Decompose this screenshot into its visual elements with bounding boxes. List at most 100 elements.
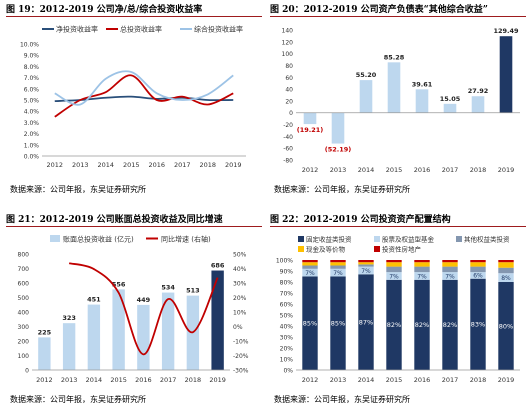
data-label: 449 (137, 296, 151, 304)
y-tick-label: 400 (18, 310, 30, 317)
y2-tick-label: 10% (233, 310, 247, 317)
segment-label: 82% (387, 321, 401, 329)
legend-label: 账面总投资收益 (亿元) (63, 235, 134, 244)
y-tick-label: 300 (18, 324, 30, 331)
y-tick-label: 80% (280, 280, 294, 287)
stack-segment (358, 274, 374, 370)
legend-label: 投资性房地产 (382, 245, 422, 254)
stack-segment (498, 262, 514, 268)
data-label: 323 (62, 314, 76, 322)
data-label: 556 (112, 280, 126, 288)
legend-label: 同比增速 (右轴) (161, 235, 211, 244)
data-label: (19.21) (297, 126, 324, 134)
y-tick-label: 0 (289, 110, 293, 117)
title-divider (6, 16, 262, 17)
y2-tick-label: -10% (233, 339, 249, 346)
stack-segment (330, 265, 346, 269)
series-line (54, 74, 234, 118)
segment-label: 85% (303, 320, 317, 328)
stack-segment (330, 276, 346, 370)
y-tick-label: 0 (25, 368, 29, 375)
x-tick-label: 2012 (302, 376, 319, 384)
stack-segment (302, 268, 318, 277)
y-tick-label: 200 (18, 339, 30, 346)
x-tick-label: 2016 (414, 376, 431, 384)
investment-income-combo-chart: 0 100 200 300 400 500 600 700 800 -30% -20% -10% 0% 1… (6, 230, 262, 392)
bar (137, 304, 150, 370)
data-label: 85.28 (384, 53, 405, 61)
stack-segment (358, 266, 374, 275)
y-tick-label: 9.0% (24, 53, 40, 60)
stack-segment (442, 260, 458, 263)
y-tick-label: 8.0% (24, 64, 40, 71)
y2-tick-label: 30% (233, 281, 247, 288)
bar (38, 337, 51, 370)
y-tick-label: 700 (18, 266, 30, 273)
y-tick-label: 7.0% (24, 75, 40, 82)
x-tick-label: 2017 (174, 161, 191, 169)
y-tick-label: 60 (285, 75, 293, 82)
stack-segment (386, 262, 402, 267)
y2-tick-label: 20% (233, 295, 247, 302)
legend-label: 固定收益类投资 (306, 235, 352, 244)
bar (359, 80, 373, 113)
x-tick-label: 2018 (185, 376, 202, 384)
x-tick-label: 2015 (386, 166, 403, 174)
y-tick-label: 100 (18, 353, 30, 360)
stack-segment (442, 262, 458, 267)
segment-label: 7% (389, 273, 399, 280)
legend-swatch (50, 235, 60, 242)
segment-label: 7% (361, 268, 371, 275)
segment-label: 85% (331, 320, 345, 328)
legend-label: 净投资收益率 (56, 25, 98, 34)
x-tick-label: 2014 (86, 376, 103, 384)
segment-label: 80% (499, 322, 513, 330)
y-tick-label: 800 (18, 252, 30, 259)
source-note: 数据来源：公司年报，东吴证券研究所 (274, 185, 410, 194)
legend-swatch (374, 246, 380, 252)
y-tick-label: 4.0% (24, 109, 40, 116)
x-tick-label: 2017 (442, 166, 459, 174)
stack-segment (442, 272, 458, 280)
data-label: 534 (161, 284, 175, 292)
stack-segment (470, 262, 486, 267)
segment-label: 82% (415, 321, 429, 329)
y-tick-label: 0% (283, 368, 293, 375)
y-tick-label: 20 (285, 98, 293, 105)
stack-segment (498, 282, 514, 370)
title-divider (270, 16, 526, 17)
title-divider (270, 226, 526, 227)
data-label: 451 (87, 296, 101, 304)
stack-segment (470, 266, 486, 273)
y-tick-label: -80 (283, 158, 293, 165)
legend-swatch (374, 236, 380, 242)
stack-segment (470, 260, 486, 263)
x-tick-label: 2019 (209, 376, 226, 384)
source-note: 数据来源：公司年报，东吴证券研究所 (10, 185, 146, 194)
x-tick-label: 2013 (61, 376, 78, 384)
bar (161, 292, 175, 370)
y-tick-label: -60 (283, 146, 293, 153)
x-tick-label: 2014 (97, 161, 114, 169)
bar (471, 96, 485, 113)
bar (387, 62, 401, 113)
stack-segment (330, 262, 346, 266)
x-tick-label: 2017 (160, 376, 177, 384)
stack-segment (330, 268, 346, 277)
y-tick-label: -40 (283, 134, 293, 141)
panel-title: 图 19：2012-2019 公司净/总/综合投资收益率 (6, 5, 203, 15)
x-tick-label: 2014 (358, 166, 375, 174)
stack-segment (498, 260, 514, 263)
y-tick-label: 100 (282, 51, 294, 58)
data-label: 225 (38, 328, 52, 336)
legend-label: 综合投资收益率 (194, 25, 243, 34)
data-label: 55.20 (356, 71, 377, 79)
stack-segment (386, 266, 402, 273)
data-label: 15.05 (440, 95, 461, 103)
x-tick-label: 2019 (498, 166, 515, 174)
data-label: 27.92 (468, 87, 489, 95)
bar (62, 323, 76, 370)
y-tick-label: 3.0% (24, 120, 40, 127)
y-tick-label: 40 (285, 87, 293, 94)
legend-swatch (456, 236, 462, 242)
